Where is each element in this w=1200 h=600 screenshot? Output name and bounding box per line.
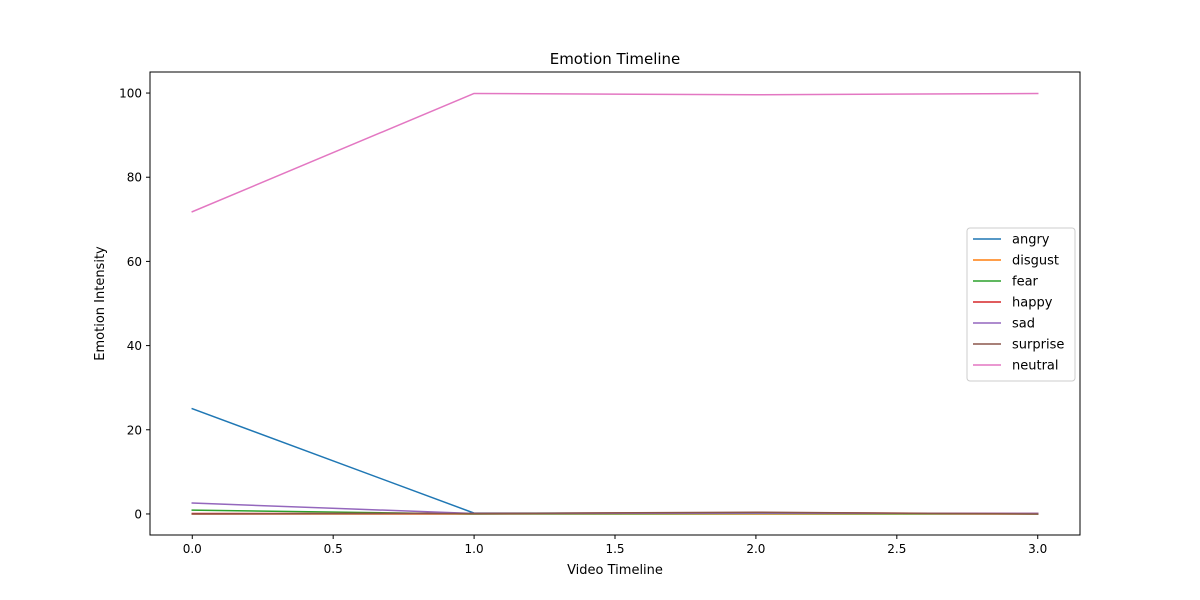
y-tick-label: 80 — [127, 171, 142, 185]
x-axis-label: Video Timeline — [567, 563, 663, 578]
chart-title: Emotion Timeline — [550, 50, 681, 68]
legend-label-happy: happy — [1012, 296, 1053, 311]
x-tick-label: 2.0 — [746, 542, 765, 556]
x-tick-label: 1.5 — [605, 542, 624, 556]
x-tick-label: 3.0 — [1028, 542, 1047, 556]
legend-label-angry: angry — [1012, 233, 1050, 248]
x-tick-label: 2.5 — [887, 542, 906, 556]
x-tick-label: 0.5 — [324, 542, 343, 556]
x-tick-label: 1.0 — [465, 542, 484, 556]
y-tick-label: 0 — [134, 507, 142, 521]
y-axis: 0 20 40 60 80 100 — [119, 87, 150, 521]
y-tick-label: 40 — [127, 339, 142, 353]
series-layer — [191, 92, 1039, 515]
y-tick-label: 100 — [119, 87, 142, 101]
legend-label-sad: sad — [1012, 317, 1035, 332]
legend-label-fear: fear — [1012, 275, 1039, 290]
y-tick-label: 60 — [127, 255, 142, 269]
x-axis: 0.0 0.5 1.0 1.5 2.0 2.5 3.0 — [183, 535, 1047, 556]
legend-label-neutral: neutral — [1012, 359, 1059, 374]
legend-box — [966, 227, 1076, 382]
legend-label-disgust: disgust — [1012, 254, 1059, 269]
y-tick-label: 20 — [127, 423, 142, 437]
series-line-surprise — [191, 511, 1039, 515]
y-axis-label: Emotion Intensity — [93, 246, 108, 361]
x-tick-label: 0.0 — [183, 542, 202, 556]
series-line-neutral — [191, 92, 1039, 213]
legend: angry disgust fear happy sad surprise neutral — [966, 227, 1076, 382]
legend-label-surprise: surprise — [1012, 338, 1064, 353]
